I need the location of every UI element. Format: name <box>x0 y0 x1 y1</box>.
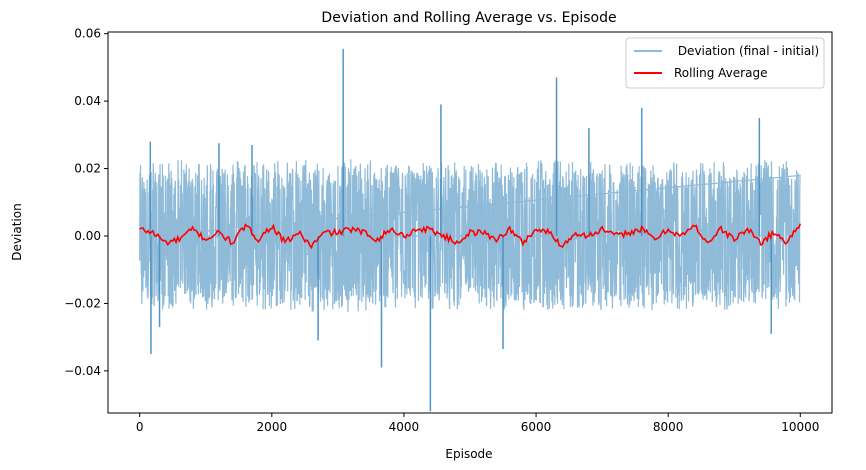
x-tick-label: 2000 <box>257 420 288 434</box>
x-tick-label: 0 <box>136 420 144 434</box>
y-tick-label: 0.02 <box>74 162 101 176</box>
legend-label-0: Deviation (final - initial) <box>674 44 819 58</box>
y-tick-label: −0.04 <box>64 364 101 378</box>
axes-frame <box>107 31 833 414</box>
legend-label-1: Rolling Average <box>674 66 767 80</box>
x-tick-label: 8000 <box>653 420 684 434</box>
rolling-average-series-line <box>139 223 802 250</box>
y-axis-label: Deviation <box>10 203 24 260</box>
x-tick-label: 4000 <box>389 420 420 434</box>
y-tick-label: −0.02 <box>64 296 101 310</box>
x-tick-label: 10000 <box>781 420 819 434</box>
axes: 0 2000 4000 6000 8000 10000 −0.04 −0.02 0.00 0.02… <box>64 27 833 434</box>
y-tick-label: 0.04 <box>74 94 101 108</box>
chart-title: Deviation and Rolling Average vs. Episod… <box>321 10 616 26</box>
x-axis-label: Episode <box>445 447 492 461</box>
deviation-series-line <box>139 48 801 412</box>
legend-box <box>625 37 825 89</box>
x-tick-label: 6000 <box>521 420 552 434</box>
plot-area <box>139 48 802 412</box>
y-tick-label: 0.06 <box>74 27 101 41</box>
y-tick-label: 0.00 <box>74 229 101 243</box>
legend: Deviation (final - initial) Rolling Avera… <box>625 37 825 89</box>
